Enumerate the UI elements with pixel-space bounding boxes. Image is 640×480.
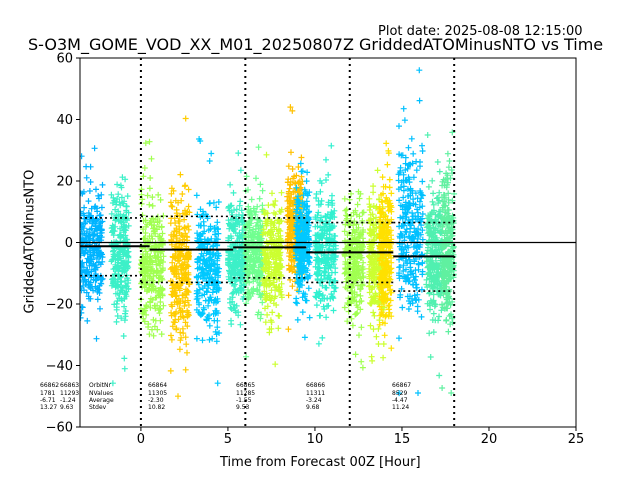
- x-tick-label: 15: [394, 432, 411, 447]
- orbit-strip-11: [341, 188, 367, 371]
- y-tick-label: 60: [56, 52, 73, 67]
- scatter-marks: [395, 67, 426, 397]
- orbit-stat-value: -1.24: [60, 397, 76, 404]
- scatter-marks: [292, 160, 313, 341]
- orbit-stat-label: Average: [89, 397, 114, 404]
- scatter-marks: [137, 138, 167, 339]
- orbit-strip-2: [137, 138, 167, 339]
- orbit-stat-value: 9.63: [60, 404, 74, 411]
- orbit-stat-value: -4.47: [392, 397, 408, 404]
- orbit-stat-value: 66864: [148, 382, 167, 389]
- scatter-marks: [312, 142, 339, 347]
- orbit-strip-5: [225, 150, 249, 328]
- orbit-stat-value: 10.82: [148, 404, 165, 411]
- axes-layer: 0 5 10 15 20 25 −60 −40 −20 0 20 40 60: [46, 52, 585, 448]
- scatter-marks: [225, 150, 249, 328]
- y-tick-label: −40: [46, 359, 73, 374]
- plot-date: Plot date: 2025-08-08 12:15:00: [378, 24, 583, 39]
- orbit-stat-value: 66867: [392, 382, 411, 389]
- orbit-strip-10: [312, 142, 339, 347]
- orbit-stat-label: Stdev: [89, 404, 107, 411]
- chart-title: S-O3M_GOME_VOD_XX_M01_20250807Z GriddedA…: [28, 35, 604, 54]
- orbit-stat-value: 1781: [40, 390, 55, 397]
- orbit-strip-0: [80, 145, 106, 342]
- x-tick-label: 25: [568, 432, 585, 447]
- scatter-marks: [108, 174, 132, 387]
- data-points-layer: [80, 67, 458, 400]
- y-tick-label: 0: [65, 236, 73, 251]
- orbit-stat-value: 11311: [306, 390, 325, 397]
- orbit-stat-value: 66863: [60, 382, 79, 389]
- orbit-stat-value: 66862: [40, 382, 59, 389]
- scatter-marks: [167, 115, 193, 400]
- scatter-marks: [341, 188, 367, 371]
- y-tick-label: −20: [46, 298, 73, 313]
- x-tick-label: 10: [307, 432, 324, 447]
- x-tick-label: 20: [481, 432, 498, 447]
- orbit-stat-value: 11305: [148, 390, 167, 397]
- orbit-stat-value: 66866: [306, 382, 325, 389]
- orbit-strip-14: [395, 67, 426, 397]
- orbit-stat-value: 8529: [392, 390, 407, 397]
- scatter-marks: [376, 140, 395, 352]
- orbit-stat-value: -6.71: [40, 397, 56, 404]
- x-tick-label: 5: [224, 432, 232, 447]
- orbit-stat-value: 11.24: [392, 404, 409, 411]
- y-tick-label: 40: [56, 113, 73, 128]
- orbit-strip-3: [167, 115, 193, 400]
- orbit-stat-value: -1.55: [236, 397, 252, 404]
- orbit-stat-value: 13.27: [40, 404, 57, 411]
- orbit-strip-13: [376, 140, 395, 352]
- orbit-strip-1: [108, 174, 132, 387]
- orbit-stat-value: 66865: [236, 382, 255, 389]
- orbit-strip-9: [292, 160, 313, 341]
- scatter-marks: [193, 136, 223, 387]
- orbit-strip-4: [193, 136, 223, 387]
- orbit-strip-7: [259, 151, 285, 368]
- reference-lines-layer: [80, 58, 576, 427]
- orbit-stat-value: 11293: [60, 390, 79, 397]
- y-tick-label: −60: [46, 421, 73, 436]
- orbit-stat-value: 11285: [236, 390, 255, 397]
- scatter-marks: [80, 145, 106, 342]
- scatter-marks: [259, 151, 285, 368]
- orbit-stat-value: -2.30: [148, 397, 164, 404]
- x-tick-label: 0: [137, 432, 145, 447]
- orbit-stat-value: 9.68: [306, 404, 320, 411]
- y-tick-label: 20: [56, 175, 73, 190]
- orbit-stat-label: NValues: [89, 390, 113, 397]
- orbit-stat-value: -3.24: [306, 397, 322, 404]
- orbit-stat-label: OrbitNr: [89, 382, 112, 389]
- orbit-stat-value: 9.53: [236, 404, 250, 411]
- x-axis-label: Time from Forecast 00Z [Hour]: [220, 455, 421, 470]
